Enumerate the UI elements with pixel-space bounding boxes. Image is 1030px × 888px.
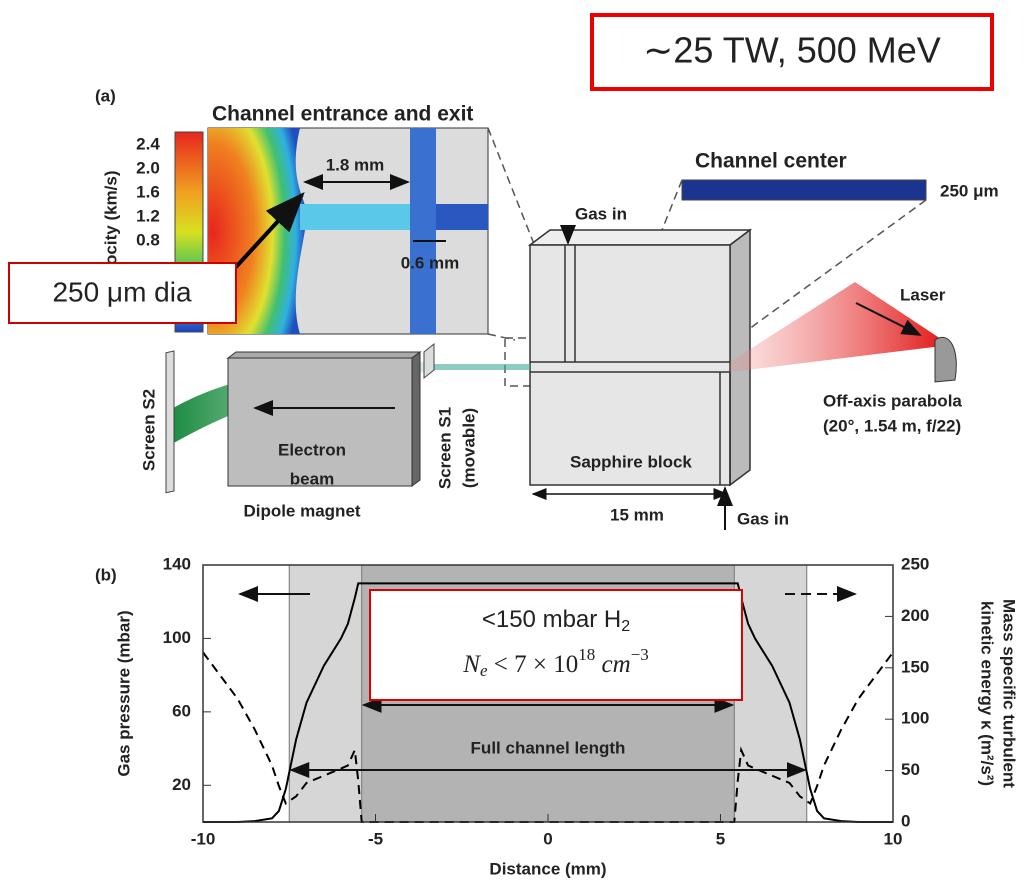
- screen-label: Screen S1: [435, 407, 454, 489]
- x-tick-label: -5: [368, 829, 383, 848]
- y2-tick-label: 50: [901, 760, 920, 779]
- note-text: N: [462, 651, 481, 678]
- dimension: 250 μm: [940, 181, 999, 200]
- beam-label: beam: [290, 469, 334, 488]
- center-title: Channel center: [695, 150, 847, 173]
- x-axis-label: Distance (mm): [489, 859, 606, 878]
- dipole-magnet: [228, 352, 420, 486]
- parabola: [935, 337, 956, 382]
- screen: [424, 344, 434, 378]
- y2-axis-label: Mass specific turbulent: [1000, 599, 1019, 788]
- dimension: 0.6 mm: [401, 253, 460, 272]
- note-text: <150 mbar H: [482, 606, 621, 633]
- y2-tick-label: 100: [901, 709, 929, 728]
- screen-label: (movable): [459, 408, 478, 488]
- y2-tick-label: 200: [901, 606, 929, 625]
- x-tick-label: -10: [191, 829, 216, 848]
- note-sup: −3: [631, 645, 649, 664]
- y-tick-label: 140: [163, 554, 191, 573]
- badge: ∼25 TW, 500 MeV: [643, 30, 941, 71]
- y-axis-label: Gas pressure (mbar): [114, 610, 133, 776]
- callout: 250 μm dia: [52, 276, 192, 307]
- colorbar-tick: 2.0: [136, 158, 160, 177]
- y-tick-label: 20: [172, 775, 191, 794]
- x-tick-label: 5: [716, 829, 725, 848]
- y2-tick-label: 150: [901, 657, 929, 676]
- panel-label: (a): [95, 86, 116, 105]
- x-tick-label: 10: [884, 829, 903, 848]
- note-sup: 18: [578, 645, 595, 664]
- panel-label: (b): [95, 565, 117, 584]
- span-label: Full channel length: [471, 738, 626, 757]
- y2-axis-label: kinetic energy κ (m²/s²): [978, 601, 997, 786]
- dimension: 15 mm: [610, 505, 664, 524]
- gas-in: Gas in: [737, 509, 789, 528]
- y-tick-label: 60: [172, 701, 191, 720]
- colorbar-tick: 1.6: [136, 182, 160, 201]
- y-tick-label: 100: [163, 628, 191, 647]
- note-sub: 2: [621, 618, 630, 635]
- dimension: 1.8 mm: [326, 155, 385, 174]
- note: <150 mbar H2: [482, 606, 630, 635]
- parabola-label: Off-axis parabola: [823, 391, 962, 410]
- channel-center: [682, 180, 926, 200]
- figure: ∼25 TW, 500 MeV (a) Velocity (km/s) 2.4 …: [0, 0, 1030, 888]
- sapphire-block: [530, 230, 750, 485]
- note: Ne < 7 × 1018 cm−3: [462, 645, 648, 680]
- beam-label: Electron: [278, 440, 346, 459]
- note-text: < 7 × 10: [488, 651, 579, 678]
- inset-title: Channel entrance and exit: [212, 103, 473, 126]
- parabola-spec: (20°, 1.54 m, f/22): [823, 416, 961, 435]
- colorbar-tick: 0.8: [136, 230, 160, 249]
- colorbar-tick: 1.2: [136, 206, 160, 225]
- magnet-label: Dipole magnet: [243, 501, 360, 520]
- colorbar-tick: 2.4: [136, 134, 160, 153]
- block-label: Sapphire block: [570, 452, 692, 471]
- chart: (b)Between gas inletsFull channel length…: [95, 554, 1019, 878]
- note-text: cm: [595, 651, 630, 678]
- y2-tick-label: 250: [901, 554, 929, 573]
- gas-in: Gas in: [575, 204, 627, 223]
- screen: [166, 351, 174, 493]
- y2-tick-label: 0: [901, 811, 910, 830]
- laser-label: Laser: [900, 285, 946, 304]
- screen-label: Screen S2: [139, 389, 158, 471]
- x-tick-label: 0: [543, 829, 552, 848]
